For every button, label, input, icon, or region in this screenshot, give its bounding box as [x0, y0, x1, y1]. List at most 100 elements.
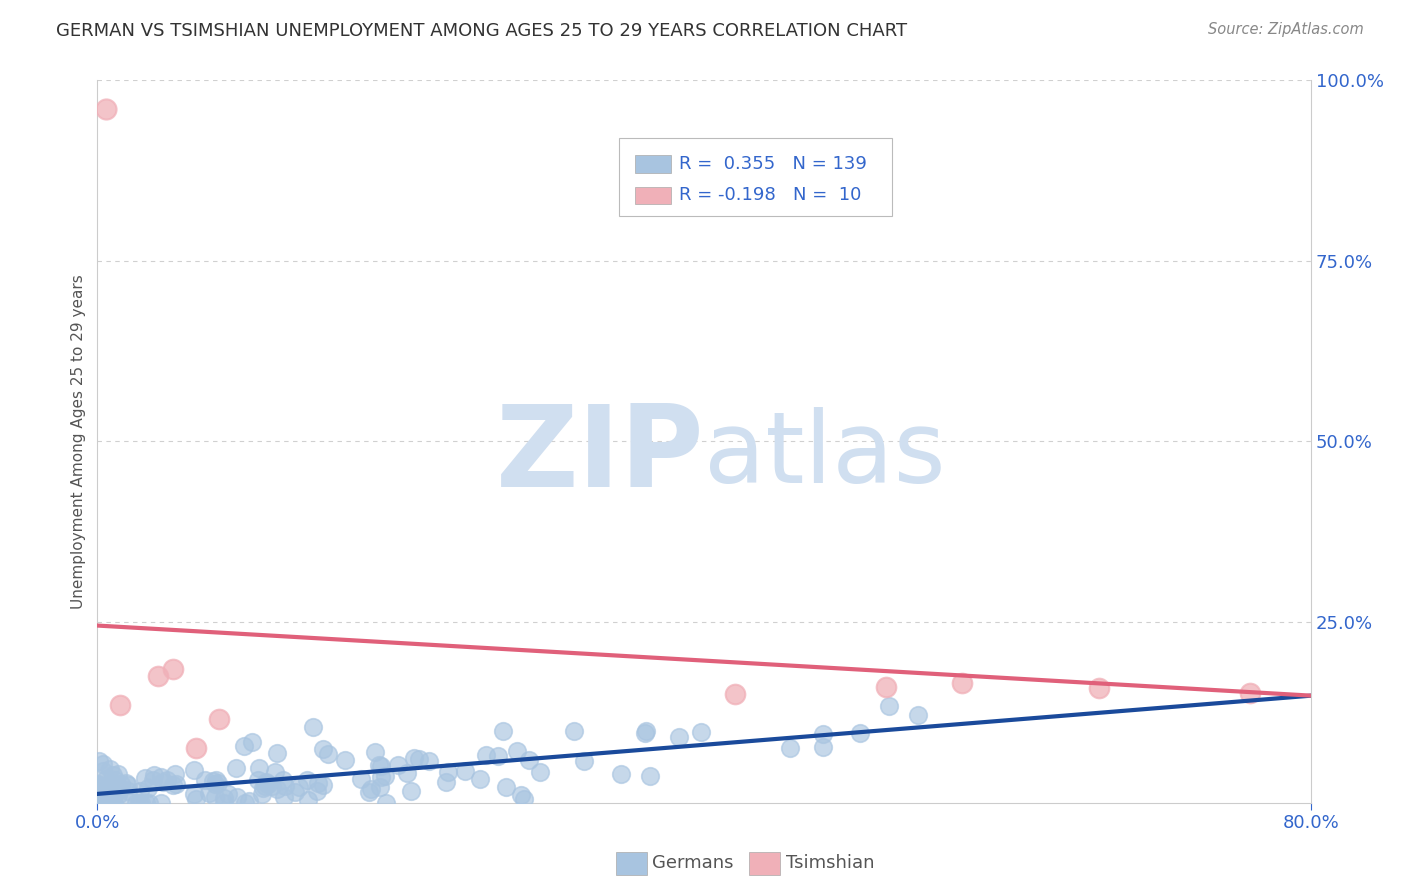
Point	[256, 777, 278, 791]
Point	[307, 783, 329, 797]
Point	[103, 789, 125, 803]
Point	[638, 769, 661, 783]
Point	[254, 775, 277, 789]
Point	[100, 796, 122, 810]
Point	[146, 669, 169, 683]
Point	[110, 776, 132, 790]
Point	[437, 765, 460, 780]
Point	[142, 773, 165, 788]
Point	[183, 763, 205, 777]
Point	[266, 782, 288, 797]
Point	[101, 789, 124, 804]
Point	[242, 735, 264, 749]
Text: GERMAN VS TSIMSHIAN UNEMPLOYMENT AMONG AGES 25 TO 29 YEARS CORRELATION CHART: GERMAN VS TSIMSHIAN UNEMPLOYMENT AMONG A…	[56, 22, 907, 40]
Point	[260, 780, 283, 794]
Point	[136, 781, 159, 796]
Text: R = -0.198   N =  10: R = -0.198 N = 10	[679, 186, 860, 204]
Point	[91, 764, 114, 778]
Y-axis label: Unemployment Among Ages 25 to 29 years: Unemployment Among Ages 25 to 29 years	[72, 274, 86, 608]
Point	[186, 792, 208, 806]
Point	[307, 776, 329, 790]
Point	[849, 726, 872, 740]
Point	[368, 758, 391, 772]
Point	[1087, 681, 1109, 696]
Point	[364, 745, 387, 759]
Point	[318, 747, 340, 761]
Point	[288, 780, 311, 794]
Point	[950, 676, 973, 690]
Point	[907, 708, 929, 723]
Point	[399, 784, 422, 798]
Point	[138, 796, 160, 810]
Point	[129, 783, 152, 797]
Point	[225, 790, 247, 805]
FancyBboxPatch shape	[636, 155, 672, 173]
Point	[517, 753, 540, 767]
Point	[184, 741, 207, 756]
Point	[165, 767, 187, 781]
Text: ZIP: ZIP	[496, 401, 704, 511]
Point	[96, 781, 118, 796]
Point	[87, 754, 110, 768]
Point	[312, 742, 335, 756]
Point	[107, 767, 129, 781]
Point	[274, 780, 297, 794]
Point	[875, 680, 897, 694]
Point	[562, 724, 585, 739]
Point	[370, 771, 392, 785]
Point	[470, 772, 492, 787]
Point	[94, 772, 117, 787]
Point	[201, 773, 224, 788]
Point	[297, 793, 319, 807]
Point	[214, 790, 236, 805]
Point	[129, 796, 152, 810]
Point	[609, 767, 631, 781]
Point	[273, 789, 295, 804]
Point	[135, 796, 157, 810]
Point	[87, 777, 110, 791]
Point	[107, 781, 129, 796]
Point	[333, 753, 356, 767]
Point	[125, 796, 148, 810]
Point	[103, 796, 125, 810]
Point	[690, 724, 713, 739]
Point	[208, 713, 231, 727]
Point	[368, 780, 391, 794]
Point	[360, 781, 382, 796]
Point	[374, 796, 396, 810]
Point	[247, 761, 270, 775]
Point	[162, 778, 184, 792]
FancyBboxPatch shape	[619, 137, 893, 216]
Text: Germans: Germans	[652, 855, 734, 872]
Point	[253, 779, 276, 793]
Point	[295, 772, 318, 787]
Point	[117, 778, 139, 792]
Point	[143, 768, 166, 782]
Point	[396, 765, 419, 780]
Point	[107, 788, 129, 802]
Point	[418, 754, 440, 768]
Point	[93, 796, 115, 810]
Point	[634, 726, 657, 740]
Point	[152, 775, 174, 789]
Point	[506, 744, 529, 758]
Point	[150, 770, 173, 784]
FancyBboxPatch shape	[636, 186, 672, 204]
Point	[250, 787, 273, 801]
Point	[134, 771, 156, 785]
Point	[108, 698, 131, 712]
Point	[404, 751, 426, 765]
Point	[212, 796, 235, 810]
Point	[474, 747, 496, 762]
Point	[156, 772, 179, 787]
Point	[233, 796, 256, 810]
Point	[408, 752, 430, 766]
Point	[94, 785, 117, 799]
Point	[529, 764, 551, 779]
Point	[453, 764, 475, 779]
Point	[204, 776, 226, 790]
Point	[668, 730, 690, 744]
Point	[162, 662, 184, 676]
Point	[359, 785, 381, 799]
Point	[779, 741, 801, 756]
